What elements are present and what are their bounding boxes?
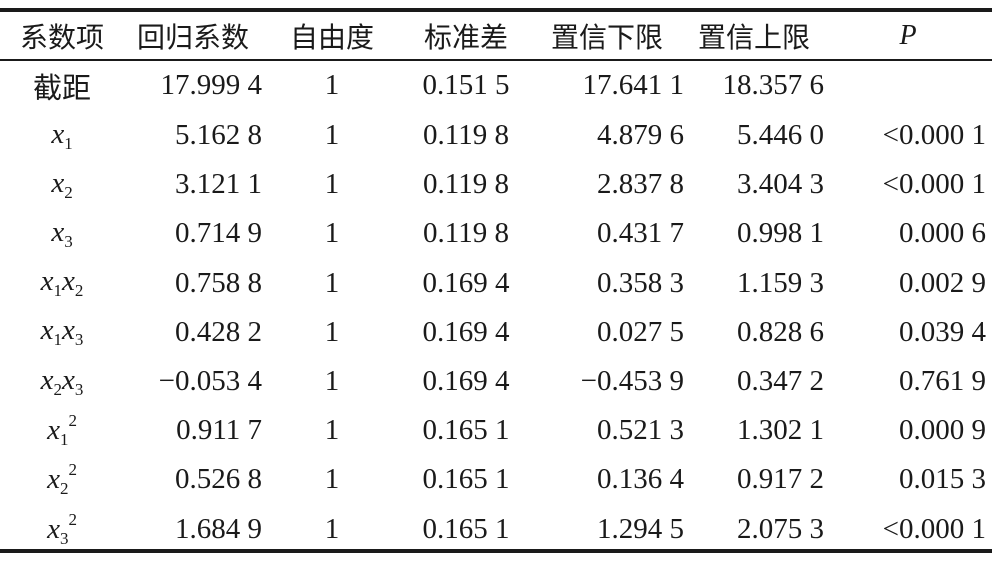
cell-coefficient: −0.053 4 <box>158 365 262 398</box>
table-bottom-rule <box>0 549 992 553</box>
table-row: x32 1.684 9 1 0.165 1 1.294 5 2.075 3 <0.000 1 <box>0 505 992 554</box>
header-p-value: P <box>899 20 917 51</box>
cell-degrees-of-freedom: 1 <box>324 217 340 250</box>
table-row: 截距 17.999 4 1 0.151 5 17.641 1 18.357 6 <box>0 60 992 111</box>
cell-term: x2x3 <box>40 363 84 399</box>
cell-upper-bound: 0.347 2 <box>737 365 824 398</box>
cell-term: x12 <box>47 411 77 450</box>
cell-degrees-of-freedom: 1 <box>324 512 340 545</box>
cell-coefficient: 0.526 8 <box>175 463 262 496</box>
table-row: x1x3 0.428 2 1 0.169 4 0.027 5 0.828 6 0.039 4 <box>0 308 992 357</box>
header-row: 系数项 回归系数 自由度 标准差 置信下限 置信上限 P <box>0 12 992 60</box>
cell-p-value: 0.015 3 <box>899 463 986 496</box>
cell-degrees-of-freedom: 1 <box>324 266 340 299</box>
cell-standard-error: 0.151 5 <box>422 69 510 101</box>
cell-lower-bound: 1.294 5 <box>597 512 684 545</box>
header-upper-bound: 置信上限 <box>697 23 810 54</box>
header-lower-bound: 置信下限 <box>550 23 663 54</box>
cell-standard-error: 0.119 8 <box>423 119 509 152</box>
cell-degrees-of-freedom: 1 <box>324 69 340 101</box>
cell-p-value: 0.002 9 <box>899 266 986 299</box>
cell-lower-bound: −0.453 9 <box>580 365 684 398</box>
cell-term: x3 <box>51 215 73 251</box>
cell-lower-bound: 0.136 4 <box>597 463 684 496</box>
cell-lower-bound: 2.837 8 <box>597 168 684 201</box>
cell-standard-error: 0.169 4 <box>422 266 510 299</box>
cell-p-value: <0.000 1 <box>882 512 986 545</box>
header-standard-error: 标准差 <box>423 23 508 54</box>
cell-coefficient: 0.758 8 <box>175 266 262 299</box>
cell-degrees-of-freedom: 1 <box>324 119 340 152</box>
cell-p-value: <0.000 1 <box>882 119 986 152</box>
header-degrees-of-freedom: 自由度 <box>289 23 374 54</box>
cell-term: x1x2 <box>40 265 84 301</box>
table-header-rule <box>0 59 992 61</box>
cell-term: x2 <box>51 166 73 202</box>
cell-degrees-of-freedom: 1 <box>324 414 340 447</box>
cell-upper-bound: 0.917 2 <box>737 463 824 496</box>
cell-upper-bound: 0.998 1 <box>737 217 824 250</box>
cell-standard-error: 0.165 1 <box>422 512 510 545</box>
cell-term: x1 <box>51 117 73 153</box>
cell-lower-bound: 17.641 1 <box>582 69 685 101</box>
cell-upper-bound: 1.302 1 <box>737 414 824 447</box>
cell-coefficient: 17.999 4 <box>160 69 263 101</box>
cell-p-value: 0.000 6 <box>899 217 986 250</box>
cell-lower-bound: 4.879 6 <box>597 119 684 152</box>
cell-coefficient: 0.714 9 <box>175 217 262 250</box>
cell-upper-bound: 18.357 6 <box>722 69 825 101</box>
cell-standard-error: 0.169 4 <box>422 315 510 348</box>
cell-term: x32 <box>47 509 77 548</box>
cell-lower-bound: 0.431 7 <box>597 217 684 250</box>
table-row: x12 0.911 7 1 0.165 1 0.521 3 1.302 1 0.000 9 <box>0 406 992 455</box>
cell-standard-error: 0.119 8 <box>423 217 509 250</box>
cell-term: 截距 <box>32 72 91 105</box>
cell-coefficient: 1.684 9 <box>175 512 262 545</box>
table-row: x3 0.714 9 1 0.119 8 0.431 7 0.998 1 0.000 6 <box>0 209 992 258</box>
cell-standard-error: 0.165 1 <box>422 414 510 447</box>
cell-p-value: 0.761 9 <box>899 365 986 398</box>
table-row: x2x3 −0.053 4 1 0.169 4 −0.453 9 0.347 2 0.761… <box>0 357 992 406</box>
cell-term: x1x3 <box>40 314 84 350</box>
cell-coefficient: 3.121 1 <box>175 168 262 201</box>
cell-degrees-of-freedom: 1 <box>324 365 340 398</box>
cell-degrees-of-freedom: 1 <box>324 463 340 496</box>
cell-upper-bound: 2.075 3 <box>737 512 824 545</box>
cell-degrees-of-freedom: 1 <box>324 315 340 348</box>
table-row: x22 0.526 8 1 0.165 1 0.136 4 0.917 2 0.015 3 <box>0 455 992 504</box>
cell-standard-error: 0.169 4 <box>422 365 510 398</box>
cell-upper-bound: 5.446 0 <box>737 119 824 152</box>
cell-p-value: 0.000 9 <box>899 414 986 447</box>
cell-upper-bound: 0.828 6 <box>737 315 824 348</box>
cell-lower-bound: 0.521 3 <box>597 414 684 447</box>
cell-coefficient: 5.162 8 <box>175 119 262 152</box>
table-row: x1x2 0.758 8 1 0.169 4 0.358 3 1.159 3 0.002 9 <box>0 259 992 308</box>
cell-coefficient: 0.428 2 <box>175 315 262 348</box>
cell-lower-bound: 0.358 3 <box>597 266 684 299</box>
cell-p-value: 0.039 4 <box>899 315 986 348</box>
header-term: 系数项 <box>19 23 104 54</box>
regression-coefficient-table: 系数项 回归系数 自由度 标准差 置信下限 置信上限 P 截距 17.999 4 1… <box>0 12 992 554</box>
cell-standard-error: 0.119 8 <box>423 168 509 201</box>
table-row: x2 3.121 1 1 0.119 8 2.837 8 3.404 3 <0.000 1 <box>0 160 992 209</box>
cell-upper-bound: 1.159 3 <box>737 266 824 299</box>
cell-p-value <box>824 60 992 111</box>
table-top-rule <box>0 8 992 12</box>
cell-upper-bound: 3.404 3 <box>737 168 824 201</box>
cell-term: x22 <box>47 460 77 499</box>
cell-standard-error: 0.165 1 <box>422 463 510 496</box>
header-coefficient: 回归系数 <box>136 23 249 54</box>
cell-degrees-of-freedom: 1 <box>324 168 340 201</box>
cell-coefficient: 0.911 7 <box>176 414 262 447</box>
table-row: x1 5.162 8 1 0.119 8 4.879 6 5.446 0 <0.000 1 <box>0 111 992 160</box>
cell-lower-bound: 0.027 5 <box>597 315 684 348</box>
cell-p-value: <0.000 1 <box>882 168 986 201</box>
